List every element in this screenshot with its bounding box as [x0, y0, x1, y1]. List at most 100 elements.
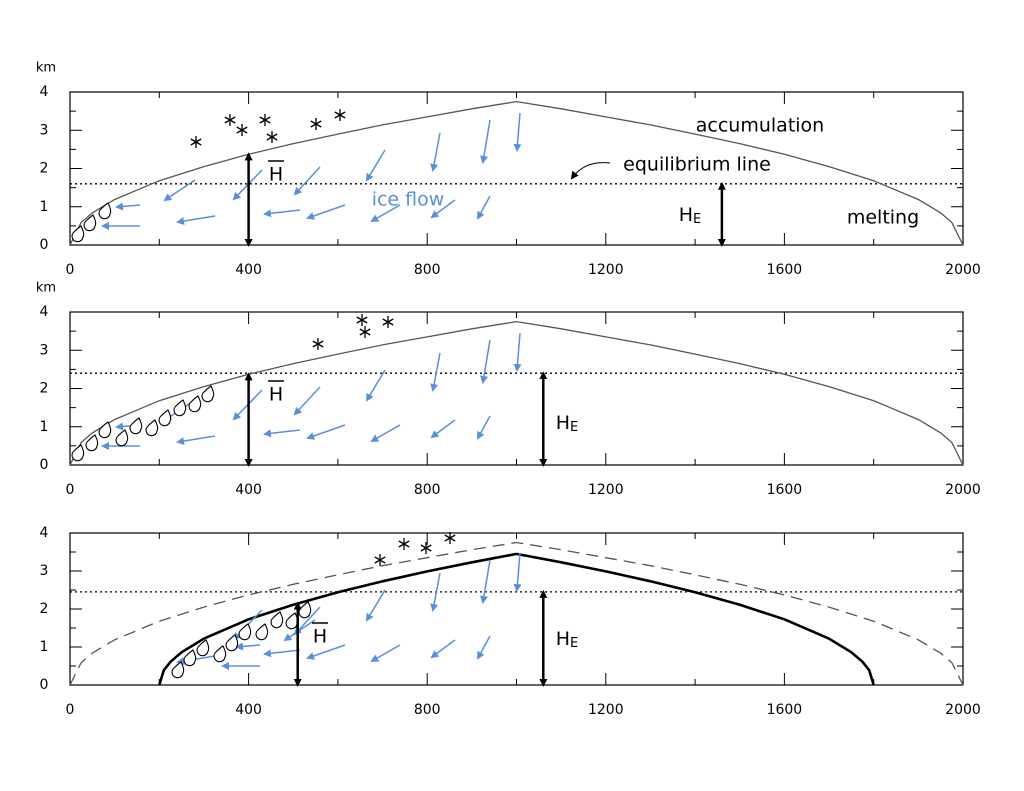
- y-tick-label: 0: [40, 677, 49, 693]
- he-main: H: [556, 412, 570, 434]
- x-tick-label: 400: [235, 262, 262, 278]
- y-tick-label: 3: [40, 122, 49, 138]
- ice-flow-arrow: [430, 419, 456, 439]
- meltwater-drop: [201, 385, 215, 403]
- snowflake: [334, 109, 346, 121]
- ice-flow-arrow: [477, 415, 491, 440]
- x-tick-label: 0: [66, 262, 75, 278]
- meltwater-drop: [255, 623, 269, 641]
- ice-flow-arrow: [263, 429, 301, 438]
- x-tick-label: 1200: [588, 262, 624, 278]
- y-axis-label: km: [36, 281, 56, 296]
- equilibrium-height-label: HE: [556, 412, 579, 435]
- accumulation-label: accumulation: [696, 115, 824, 137]
- meltwater-drop: [270, 611, 284, 629]
- y-tick-label: 0: [40, 237, 49, 253]
- ice-flow-arrow: [365, 149, 386, 182]
- meltwater-drop: [285, 612, 299, 630]
- snowflake: [259, 114, 271, 126]
- ice-flow-arrow: [263, 209, 301, 218]
- mean-thickness-label: H: [269, 384, 283, 406]
- meltwater-drop: [171, 661, 185, 679]
- meltwater-drop: [83, 214, 97, 232]
- y-tick-label: 1: [40, 639, 49, 655]
- mean-thickness-label: H: [269, 164, 283, 186]
- meltwater-drop: [173, 399, 187, 417]
- ice-flow-arrow: [477, 635, 491, 660]
- ice-flow-arrow: [306, 204, 346, 220]
- x-tick-label: 400: [235, 482, 262, 498]
- meltwater-drop: [85, 434, 99, 452]
- meltwater-drop: [298, 601, 312, 619]
- x-tick-label: 1600: [767, 262, 803, 278]
- x-tick-label: 2000: [945, 702, 981, 718]
- meltwater-drop: [225, 634, 239, 652]
- ice-flow-arrow: [176, 655, 216, 665]
- ice-profile: [158, 552, 875, 686]
- ice-flow-arrow: [365, 369, 386, 402]
- x-tick-label: 800: [414, 482, 441, 498]
- ice-flow-arrow: [293, 386, 321, 416]
- ice-flow-arrow: [477, 195, 491, 220]
- y-tick-label: 0: [40, 457, 49, 473]
- x-tick-label: 0: [66, 482, 75, 498]
- ice-flow-arrow: [263, 649, 301, 658]
- ice-flow-arrow: [430, 572, 441, 612]
- x-tick-label: 0: [66, 702, 75, 718]
- ice-flow-arrow: [480, 119, 491, 164]
- ice-flow-arrow: [306, 644, 346, 660]
- snowflake: [190, 136, 202, 148]
- ice-flow-arrow: [513, 552, 522, 592]
- meltwater-drop: [158, 409, 172, 427]
- ice-flow-arrow: [480, 559, 491, 604]
- plot-frame: [69, 311, 964, 466]
- ice-flow-arrow: [293, 166, 321, 196]
- ice-flow-arrow: [176, 215, 216, 225]
- x-tick-label: 400: [235, 702, 262, 718]
- he-sub: E: [693, 212, 701, 227]
- ice-flow-arrow: [513, 332, 522, 372]
- y-tick-label: 4: [40, 304, 49, 320]
- y-tick-label: 4: [40, 525, 49, 541]
- y-tick-label: 1: [40, 419, 49, 435]
- ice-flow-arrow: [370, 424, 401, 442]
- snowflake: [444, 532, 456, 544]
- ice-flow-arrow: [370, 644, 401, 662]
- meltwater-drop: [145, 419, 159, 437]
- ice-flow-arrow: [370, 204, 401, 222]
- x-tick-label: 1600: [767, 482, 803, 498]
- x-tick-label: 800: [414, 262, 441, 278]
- he-sub: E: [570, 636, 578, 651]
- ice-flow-arrow: [176, 435, 216, 445]
- y-tick-label: 4: [40, 84, 49, 100]
- snowflake: [420, 542, 432, 554]
- plot-frame: [69, 532, 964, 686]
- ice-flow-arrow: [163, 179, 196, 202]
- snowflake: [266, 131, 278, 143]
- ice-flow-arrow: [430, 352, 441, 392]
- equilibrium-height-label: HE: [679, 204, 702, 227]
- y-tick-label: 2: [40, 161, 49, 177]
- y-tick-label: 1: [40, 199, 49, 215]
- y-tick-label: 2: [40, 601, 49, 617]
- ice-flow-arrow: [235, 642, 261, 651]
- x-tick-label: 800: [414, 702, 441, 718]
- snowflake: [310, 118, 322, 130]
- meltwater-drop: [115, 429, 129, 447]
- meltwater-drop: [71, 444, 85, 462]
- ice-profile: [69, 100, 964, 246]
- snowflake: [398, 538, 410, 550]
- snowflake: [374, 554, 386, 566]
- ice-flow-arrow: [480, 339, 491, 384]
- ice-flow-arrow: [513, 112, 522, 152]
- equilibrium-label: equilibrium line: [623, 154, 771, 176]
- meltwater-drop: [196, 639, 210, 657]
- y-axis-label: km: [36, 61, 56, 76]
- meltwater-drop: [238, 623, 252, 641]
- ice-flow-arrow: [115, 202, 141, 211]
- ice-flow-arrow: [306, 424, 346, 440]
- ice-flow-arrow: [365, 589, 386, 622]
- snowflake: [236, 124, 248, 136]
